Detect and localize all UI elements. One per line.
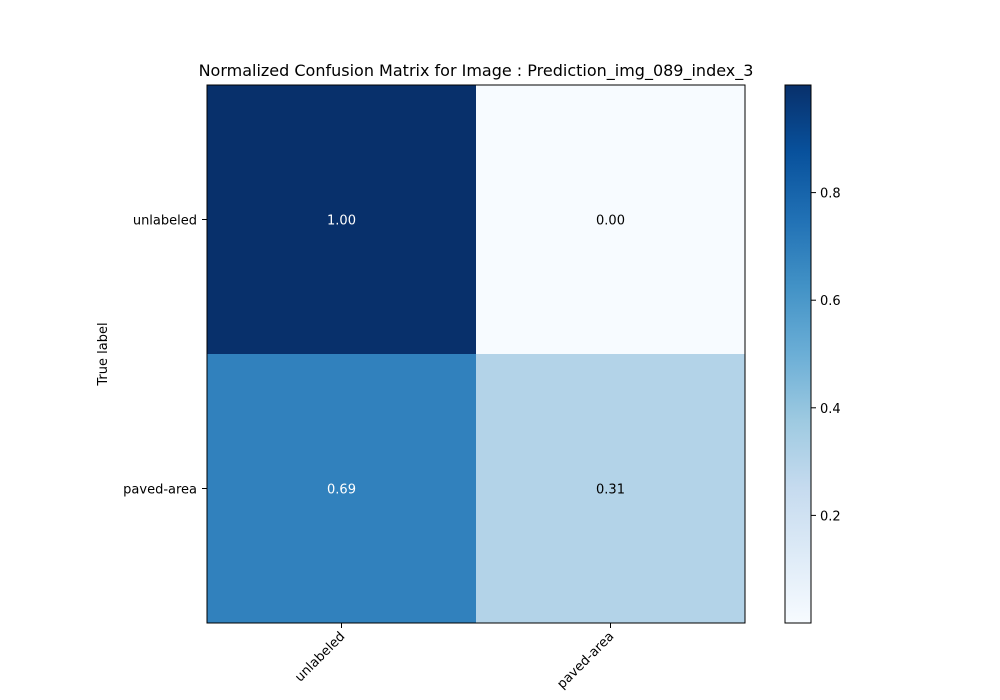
- colorbar-ticks: 0.2 0.4 0.6 0.8: [811, 187, 841, 524]
- cell-value-label: 0.31: [596, 483, 625, 498]
- heatmap-cell: [476, 354, 745, 623]
- colorbar-tick-label: 0.8: [820, 187, 841, 202]
- heatmap-cell-labels: 1.00 0.00 0.69 0.31: [327, 214, 625, 498]
- y-tick-label: unlabeled: [133, 214, 197, 229]
- colorbar: [785, 85, 811, 623]
- colorbar-tick-label: 0.2: [820, 509, 841, 524]
- plot-frame: [206, 84, 746, 624]
- heatmap-cell: [207, 85, 476, 354]
- heatmap-cell: [207, 354, 476, 623]
- cell-value-label: 0.00: [596, 214, 625, 229]
- y-axis-label: True label: [96, 322, 111, 386]
- colorbar-tick-label: 0.4: [820, 402, 841, 417]
- y-tick-label: paved-area: [123, 483, 197, 498]
- colorbar-tick-label: 0.6: [820, 294, 841, 309]
- cell-value-label: 1.00: [327, 214, 356, 229]
- cell-value-label: 0.69: [327, 483, 356, 498]
- heatmap-cell: [476, 85, 745, 354]
- heatmap-cells: [207, 85, 745, 623]
- y-axis-ticks: unlabeled paved-area: [123, 214, 207, 498]
- chart-title: Normalized Confusion Matrix for Image : …: [199, 61, 754, 81]
- colorbar-frame: [784, 84, 812, 624]
